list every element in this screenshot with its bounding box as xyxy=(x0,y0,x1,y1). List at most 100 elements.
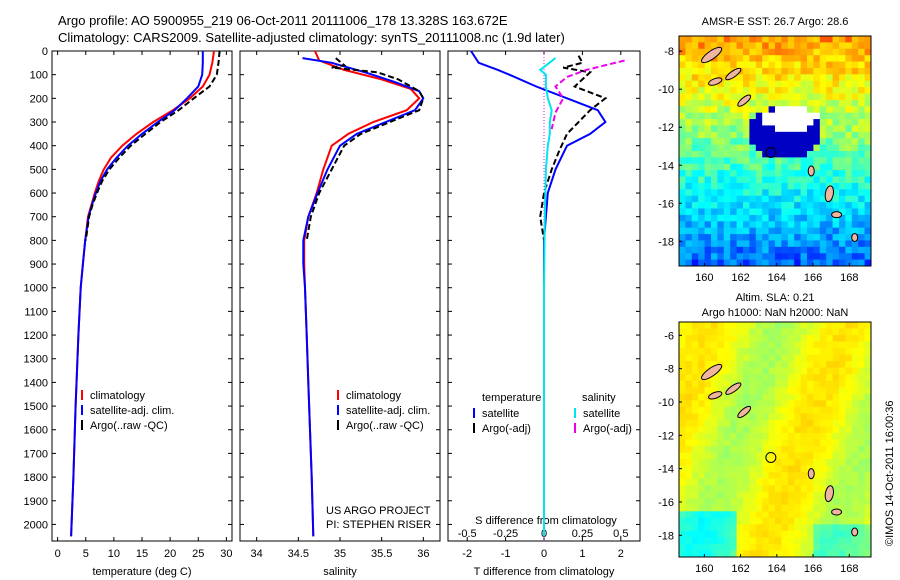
sst-map-cell xyxy=(864,112,872,120)
sst-map-cell xyxy=(794,259,801,267)
sla-map-cell xyxy=(749,348,757,356)
sst-map-cell xyxy=(775,74,782,82)
sst-map-cell xyxy=(711,240,718,248)
sst-map-cell xyxy=(800,246,808,254)
sla-map-cell xyxy=(736,393,744,401)
sla-map-cell xyxy=(691,432,699,440)
sst-map-cell xyxy=(768,221,776,229)
sst-map-cell xyxy=(711,67,718,75)
sst-map-cell xyxy=(787,144,795,152)
sst-map-cell xyxy=(768,74,776,82)
sla-map-cell xyxy=(781,439,789,447)
sla-map-cell xyxy=(723,550,731,558)
sla-map-cell xyxy=(781,322,789,329)
sla-map-cell xyxy=(858,413,865,421)
sla-map-cell xyxy=(826,530,833,538)
sst-map-cell xyxy=(730,246,737,254)
sla-map-cell xyxy=(755,550,763,558)
sla-map-cell xyxy=(787,413,795,421)
sla-map-cell xyxy=(781,354,789,362)
sst-map-cell xyxy=(736,119,744,126)
sla-map-cell xyxy=(813,400,821,408)
sla-map-cell xyxy=(851,419,859,427)
sla-map-cell xyxy=(858,400,865,408)
sst-map-cell xyxy=(704,106,712,114)
legend-label: satellite-adj. clim. xyxy=(90,405,174,417)
sla-map-cell xyxy=(864,419,872,427)
sst-map-cell xyxy=(781,259,789,267)
sst-map-cell xyxy=(711,182,718,190)
sst-map-cell xyxy=(845,55,853,62)
sst-map-cell xyxy=(755,48,763,56)
sst-map-cell xyxy=(685,246,693,254)
sst-map-cell xyxy=(851,195,859,203)
sla-map-cell xyxy=(704,517,712,525)
sst-map-cell xyxy=(794,246,801,254)
sla-map-cell xyxy=(807,524,814,532)
sla-map-cell xyxy=(679,472,686,480)
sst-map-cell xyxy=(749,259,757,267)
sst-map-cell xyxy=(698,151,705,158)
sst-map-cell xyxy=(762,131,769,139)
sst-map-cell xyxy=(717,253,725,261)
sla-map-cell xyxy=(762,348,769,356)
sst-map-cell xyxy=(755,182,763,190)
sla-map-cell xyxy=(839,406,846,414)
sla-map-cell xyxy=(711,387,718,395)
sla-map-cell xyxy=(768,432,776,440)
sst-map-cell xyxy=(736,36,744,43)
sla-map-cell xyxy=(794,374,801,382)
sla-map-cell xyxy=(794,367,801,375)
sla-map-cell xyxy=(845,446,853,453)
sla-map-cell xyxy=(730,406,737,414)
sst-map-cell xyxy=(685,125,693,133)
sla-map-cell xyxy=(864,504,872,512)
sst-map-cell xyxy=(762,112,769,120)
sla-map-cell xyxy=(864,400,872,408)
sla-map-cell xyxy=(794,380,801,388)
sst-map-cell xyxy=(839,74,846,82)
sst-map-cell xyxy=(768,182,776,190)
sla-map-cell xyxy=(826,419,833,427)
sst-map-cell xyxy=(723,246,731,254)
sst-map-cell xyxy=(749,176,757,184)
sst-map-cell xyxy=(839,202,846,209)
sla-map-cell xyxy=(832,439,840,447)
sla-map-cell xyxy=(736,322,744,329)
legend-salinity-heading: salinity xyxy=(582,392,616,404)
sla-map-cell xyxy=(743,452,750,460)
sst-map-cell xyxy=(723,253,731,261)
sst-map-cell xyxy=(794,48,801,56)
sst-map-cell xyxy=(730,93,737,101)
sst-map-cell xyxy=(839,214,846,222)
sst-map-cell xyxy=(691,214,699,222)
sla-map-cell xyxy=(826,328,833,336)
sst-map-cell xyxy=(781,67,789,75)
sst-map-cell xyxy=(736,202,744,209)
sla-map-cell xyxy=(775,387,782,395)
sla-map-cell xyxy=(832,361,840,369)
sst-map-cell xyxy=(704,234,712,241)
sst-map-cell xyxy=(858,202,865,209)
sla-map-cell xyxy=(826,354,833,362)
sst-map-cell xyxy=(685,163,693,171)
sla-map-cell xyxy=(691,354,699,362)
sla-map-cell xyxy=(794,485,801,493)
sla-map-cell xyxy=(755,446,763,453)
sla-map-cell xyxy=(723,452,731,460)
sla-map-cell xyxy=(736,543,744,551)
sst-map-cell xyxy=(781,246,789,254)
sst-map-cell xyxy=(691,163,699,171)
sst-map-cell xyxy=(781,176,789,184)
sla-map-cell xyxy=(698,361,705,369)
sla-map-cell xyxy=(787,485,795,493)
sla-map-cell xyxy=(698,446,705,453)
sla-map-cell xyxy=(762,537,769,545)
sla-map-cell xyxy=(864,367,872,375)
difference-xtick-label: 0 xyxy=(541,548,547,560)
sla-map-cell xyxy=(723,328,731,336)
sla-map-cell xyxy=(679,478,686,486)
sla-map-cell xyxy=(685,426,693,434)
sla-map-cell xyxy=(839,322,846,329)
sst-map-cell xyxy=(800,87,808,94)
